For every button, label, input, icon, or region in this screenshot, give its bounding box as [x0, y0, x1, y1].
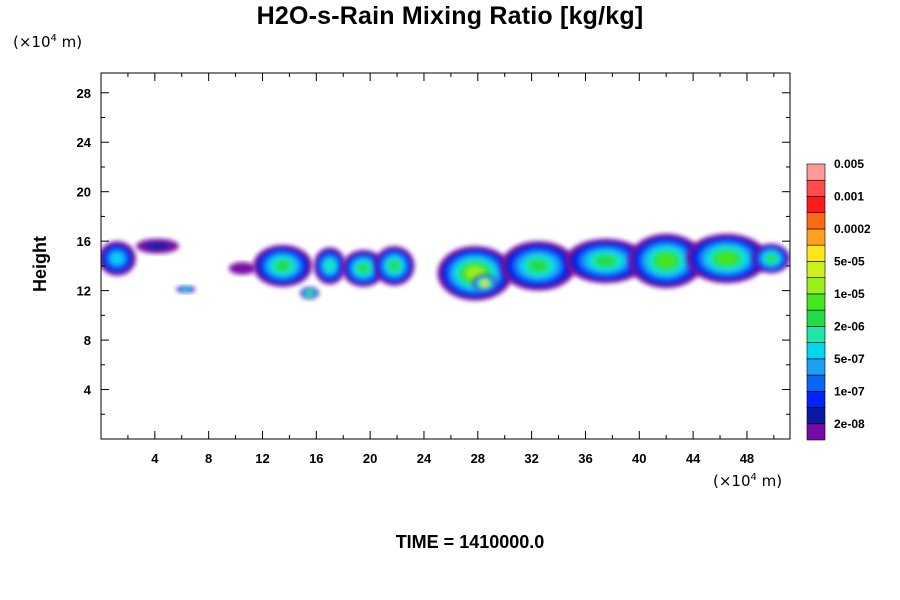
x-tick-label: 48 [740, 451, 754, 466]
colorbar-label: 2e-08 [834, 417, 865, 431]
region-14-level-8 [716, 252, 737, 265]
colorbar-swatch [806, 326, 826, 343]
precip-region-4 [253, 244, 313, 287]
precip-region-1 [135, 238, 180, 254]
colorbar-swatch [806, 212, 826, 230]
time-label: TIME = 1410000.0 [395, 532, 545, 552]
region-1-level-1 [145, 241, 170, 251]
precip-region-15 [752, 243, 790, 274]
y-tick-label: 20 [77, 185, 91, 200]
region-0-level-5 [111, 253, 123, 264]
y-axis: 4 8 12 16 20 24 28 [77, 86, 790, 415]
colorbar-swatch [806, 261, 826, 278]
region-3-level-0 [228, 262, 256, 275]
colorbar-swatch [806, 407, 826, 425]
chart-title: H2O-s-Rain Mixing Ratio [kg/kg] [256, 2, 644, 30]
precip-region-6 [313, 247, 346, 285]
colorbar-swatch [806, 277, 826, 295]
precip-region-10 [472, 274, 497, 292]
colorbar-label: 0.005 [834, 157, 864, 171]
precip-region-5 [300, 286, 320, 300]
colorbar-label: 5e-07 [834, 352, 865, 366]
x-axis: 4 8 12 16 20 24 28 32 36 40 44 48 [127, 73, 775, 466]
colorbar-swatch [806, 228, 826, 246]
region-11-level-7 [528, 259, 549, 273]
x-tick-label: 24 [417, 451, 432, 466]
x-tick-label: 12 [255, 451, 269, 466]
x-tick-label: 8 [205, 451, 212, 466]
colorbar: 2e-08 1e-07 5e-07 2e-06 1e-05 5e-05 0.0002 0.00… [806, 157, 871, 441]
region-13-level-8 [656, 254, 676, 268]
region-6-level-6 [325, 260, 335, 271]
y-tick-label: 4 [84, 383, 92, 398]
region-8-level-7 [389, 260, 400, 271]
precip-region-9 [437, 246, 513, 301]
precip-region-3 [228, 262, 256, 275]
x-tick-label: 20 [363, 451, 377, 466]
colorbar-swatch [806, 196, 826, 214]
colorbar-label: 1e-07 [834, 384, 865, 398]
colorbar-swatch [806, 390, 826, 408]
region-10-level-11 [481, 281, 488, 286]
colorbar-swatch [806, 244, 826, 262]
x-tick-label: 40 [632, 451, 646, 466]
region-2-level-6 [183, 288, 189, 291]
colorbar-label: 0.0002 [834, 222, 871, 236]
precip-region-12 [565, 238, 647, 284]
precip-region-14 [686, 233, 768, 284]
x-tick-label: 32 [524, 451, 538, 466]
precip-region-8 [374, 246, 415, 286]
precip-region-11 [500, 241, 577, 291]
colorbar-label: 5e-05 [834, 254, 865, 268]
x-axis-unit: (×104 m) [713, 472, 783, 490]
colorbar-swatch [806, 423, 826, 441]
x-tick-label: 36 [578, 451, 592, 466]
region-12-level-7 [595, 255, 616, 267]
y-tick-label: 16 [77, 234, 91, 249]
x-tick-label: 44 [686, 451, 701, 466]
x-tick-label: 4 [151, 451, 159, 466]
y-axis-unit: (×104 m) [13, 33, 83, 51]
precip-regions [101, 233, 790, 301]
colorbar-label: 0.001 [834, 189, 864, 203]
y-tick-label: 24 [77, 135, 92, 150]
colorbar-label: 2e-06 [834, 319, 865, 333]
precip-region-2 [176, 285, 196, 294]
region-7-level-7 [357, 263, 369, 274]
colorbar-swatch [806, 309, 826, 327]
y-tick-label: 28 [77, 86, 91, 101]
colorbar-swatch [806, 358, 826, 376]
colorbar-swatch [806, 342, 826, 360]
colorbar-label: 1e-05 [834, 287, 865, 301]
precip-region-13 [628, 233, 704, 289]
x-tick-label: 16 [309, 451, 323, 466]
region-4-level-7 [275, 260, 291, 272]
region-15-level-7 [766, 254, 776, 263]
plot-frame [100, 72, 791, 440]
colorbar-swatch [806, 293, 826, 311]
precip-region-0 [101, 241, 136, 276]
y-tick-label: 12 [77, 284, 91, 299]
x-tick-label: 28 [471, 451, 485, 466]
y-tick-label: 8 [84, 333, 91, 348]
region-5-level-8 [307, 291, 312, 295]
colorbar-swatch [806, 374, 826, 392]
colorbar-swatch [806, 163, 826, 181]
precip-region-7 [341, 249, 385, 287]
colorbar-swatch [806, 179, 826, 197]
